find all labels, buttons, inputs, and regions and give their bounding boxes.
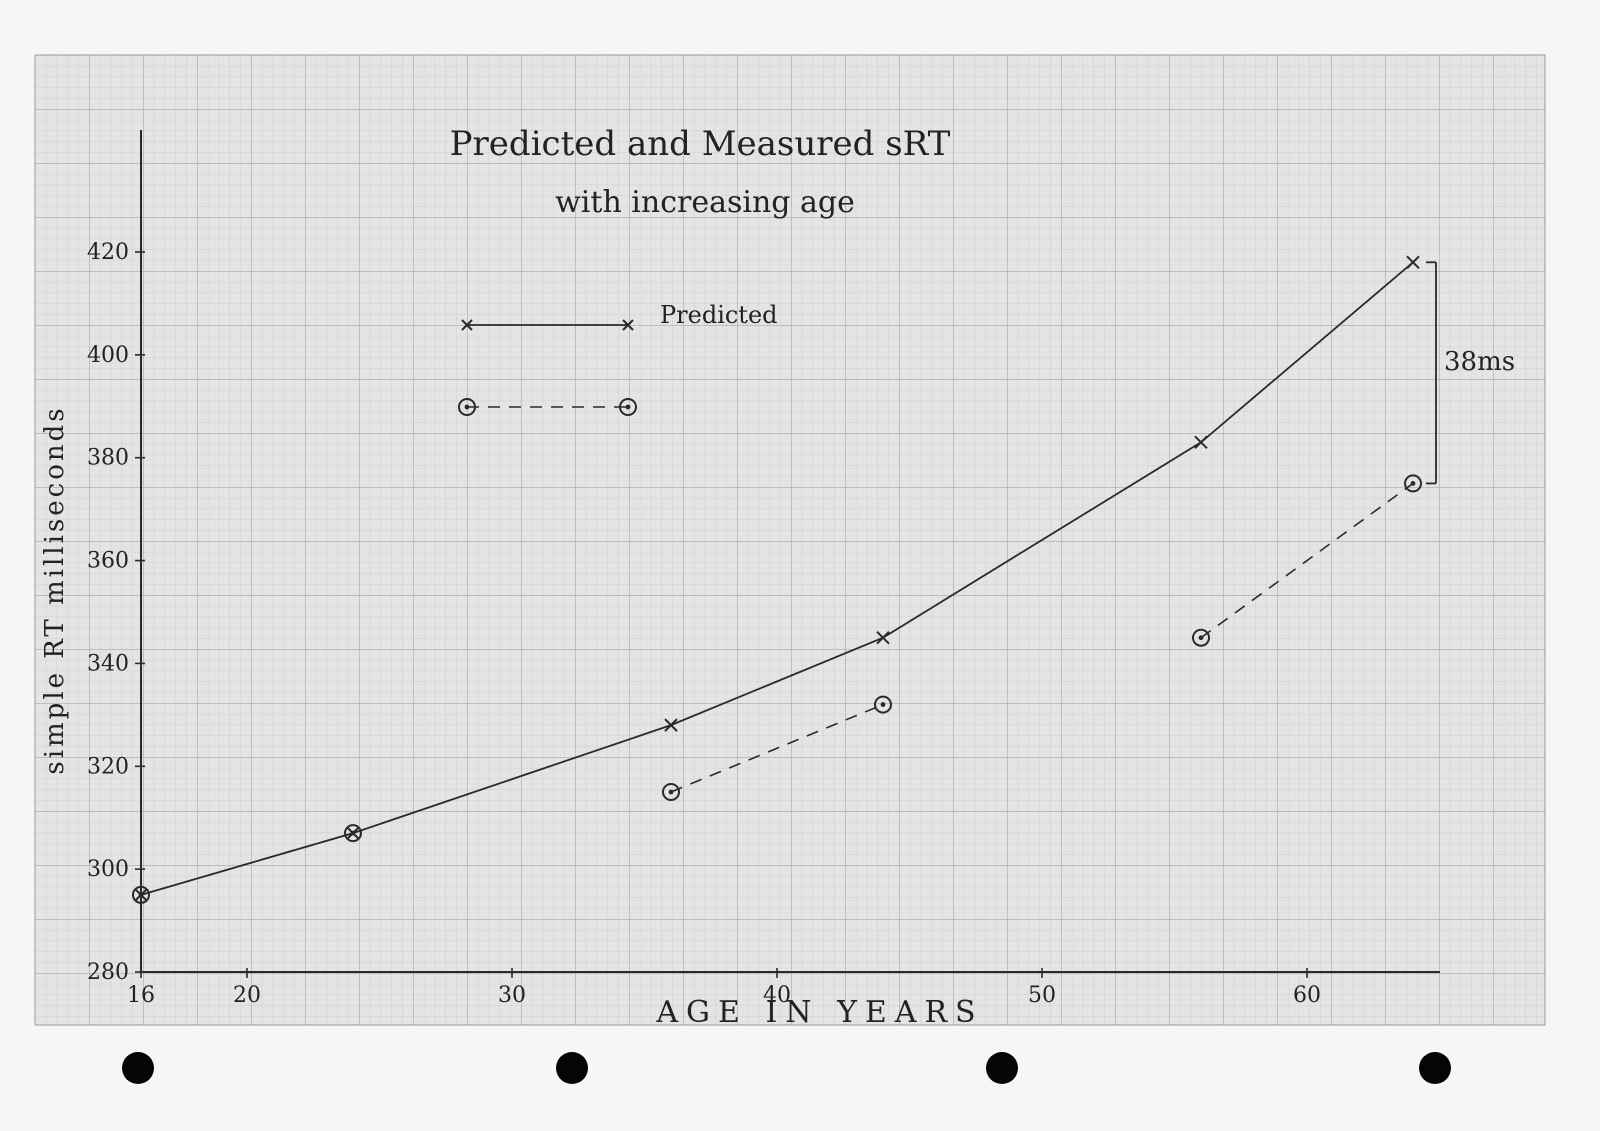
measured-point-marker bbox=[344, 824, 362, 843]
marker-ring bbox=[874, 695, 892, 714]
marker-ring bbox=[1404, 474, 1422, 493]
x-tick-label: 40 bbox=[763, 983, 791, 1008]
marker-dot bbox=[1198, 635, 1204, 641]
cross-stroke bbox=[876, 631, 890, 645]
marker-dot bbox=[880, 702, 886, 707]
predicted-point-marker bbox=[1406, 255, 1420, 269]
graph-paper-major-grid bbox=[35, 55, 1545, 1025]
annotations: 38ms bbox=[1426, 261, 1515, 485]
measured-point-marker bbox=[1404, 474, 1422, 493]
legend-measured-marker-dot bbox=[464, 404, 470, 410]
measured-point-marker bbox=[874, 695, 892, 714]
legend-predicted-marker bbox=[461, 319, 473, 331]
x-tick-label: 50 bbox=[1028, 983, 1056, 1008]
y-tick-label: 280 bbox=[87, 960, 129, 985]
punch-hole bbox=[986, 1052, 1018, 1084]
legend-predicted-label: Predicted bbox=[660, 301, 778, 329]
marker-dot bbox=[668, 789, 674, 795]
chart-title: Predicted and Measured sRT bbox=[450, 124, 951, 164]
legend-measured-marker bbox=[458, 398, 476, 416]
predicted-point-marker bbox=[1194, 435, 1208, 449]
y-tick-label: 400 bbox=[87, 343, 129, 368]
x-axis-label: AGE IN YEARS bbox=[655, 995, 983, 1030]
measured-series-segment bbox=[670, 703, 884, 793]
marker-ring bbox=[132, 885, 150, 904]
marker-dot bbox=[1410, 481, 1416, 486]
series-lines bbox=[140, 261, 1414, 896]
marker-ring bbox=[344, 824, 362, 843]
predicted-series-line bbox=[140, 261, 1414, 896]
y-axis-label: simple RT milliseconds bbox=[40, 405, 70, 774]
chart-subtitle: with increasing age bbox=[555, 185, 855, 220]
predicted-point-marker bbox=[664, 718, 678, 732]
legend-measured-marker-dot bbox=[625, 404, 631, 410]
predicted-point-marker bbox=[876, 631, 890, 645]
measured-series-segment bbox=[140, 832, 354, 896]
y-tick-label: 420 bbox=[87, 240, 129, 265]
annotation-label: 38ms bbox=[1444, 347, 1515, 377]
axes bbox=[135, 130, 1440, 978]
legend: Predicted bbox=[458, 301, 778, 416]
measured-point-marker bbox=[662, 783, 680, 801]
punch-hole bbox=[556, 1052, 588, 1084]
cross-stroke bbox=[1406, 255, 1420, 269]
measured-series-segment bbox=[1200, 482, 1414, 639]
cross-stroke bbox=[1194, 435, 1208, 449]
measured-point-marker bbox=[1192, 628, 1210, 647]
y-tick-label: 300 bbox=[87, 857, 129, 882]
legend-measured-marker bbox=[619, 398, 637, 416]
x-tick-label: 16 bbox=[127, 983, 155, 1008]
y-tick-label: 380 bbox=[87, 446, 129, 471]
series-markers bbox=[132, 255, 1422, 904]
marker-ring bbox=[662, 783, 680, 801]
y-tick-label: 360 bbox=[87, 549, 129, 574]
legend-predicted-marker bbox=[622, 319, 634, 331]
punch-hole bbox=[1419, 1052, 1451, 1084]
cross-stroke bbox=[664, 718, 678, 732]
tick-labels: 280 300 320 340 360 380 400 420 16 20 30 40 50 60 bbox=[87, 240, 1321, 1008]
punch-hole bbox=[122, 1052, 154, 1084]
x-tick-label: 30 bbox=[498, 983, 526, 1008]
y-tick-label: 340 bbox=[87, 651, 129, 676]
x-tick-label: 20 bbox=[233, 983, 261, 1008]
marker-dot bbox=[138, 892, 144, 898]
measured-point-marker bbox=[132, 885, 150, 904]
y-tick-label: 320 bbox=[87, 754, 129, 779]
marker-dot bbox=[350, 830, 356, 836]
marker-ring bbox=[1192, 628, 1210, 647]
x-tick-label: 60 bbox=[1293, 983, 1321, 1008]
